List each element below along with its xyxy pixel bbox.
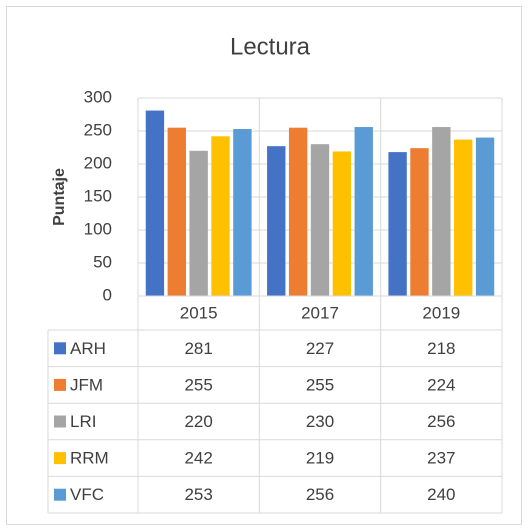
y-tick-label: 300 (84, 87, 112, 106)
table-cell: 240 (427, 485, 455, 504)
bar (145, 110, 165, 296)
table-cell: 255 (306, 375, 334, 394)
bar (410, 148, 429, 296)
y-tick-label: 100 (84, 219, 112, 238)
bar (388, 152, 407, 296)
table-cell: 242 (184, 449, 212, 468)
legend-swatch (54, 378, 66, 391)
table-cell: 219 (306, 449, 334, 468)
x-tick-label: 2017 (301, 303, 339, 322)
bar (332, 151, 352, 296)
legend-label: ARH (70, 339, 106, 358)
bar (475, 137, 495, 296)
y-tick-label: 250 (84, 120, 112, 139)
table-cell: 218 (427, 339, 455, 358)
bar (288, 127, 308, 296)
y-tick-label: 0 (103, 285, 112, 304)
x-tick-label: 2015 (180, 303, 218, 322)
y-tick-label: 150 (84, 186, 112, 205)
table-cell: 230 (306, 412, 334, 431)
bar (189, 150, 208, 296)
table-cell: 237 (427, 449, 455, 468)
table-cell: 255 (184, 375, 212, 394)
legend-swatch (54, 342, 66, 355)
y-axis-label: Puntaje (51, 168, 68, 226)
bar (233, 129, 252, 296)
bar (267, 146, 286, 296)
table-cell: 253 (184, 485, 212, 504)
legend-swatch (54, 415, 66, 428)
legend-label: JFM (70, 375, 103, 394)
bar (167, 127, 186, 296)
y-tick-label: 200 (84, 153, 112, 172)
table-cell: 256 (427, 412, 455, 431)
table-cell: 256 (306, 485, 334, 504)
table-cell: 220 (184, 412, 212, 431)
table-cell: 227 (306, 339, 334, 358)
bar (354, 127, 373, 296)
chart-title: Lectura (230, 33, 311, 60)
table-cell: 224 (427, 375, 455, 394)
legend-swatch (54, 488, 66, 501)
legend-label: VFC (70, 485, 104, 504)
x-tick-label: 2019 (422, 303, 460, 322)
legend-swatch (54, 452, 66, 465)
y-tick-label: 50 (93, 252, 112, 271)
bar (211, 136, 230, 296)
legend-label: RRM (70, 449, 109, 468)
legend-label: LRI (70, 412, 96, 431)
bar (310, 144, 330, 296)
bar (454, 139, 473, 296)
bar (432, 127, 451, 296)
table-cell: 281 (184, 339, 212, 358)
